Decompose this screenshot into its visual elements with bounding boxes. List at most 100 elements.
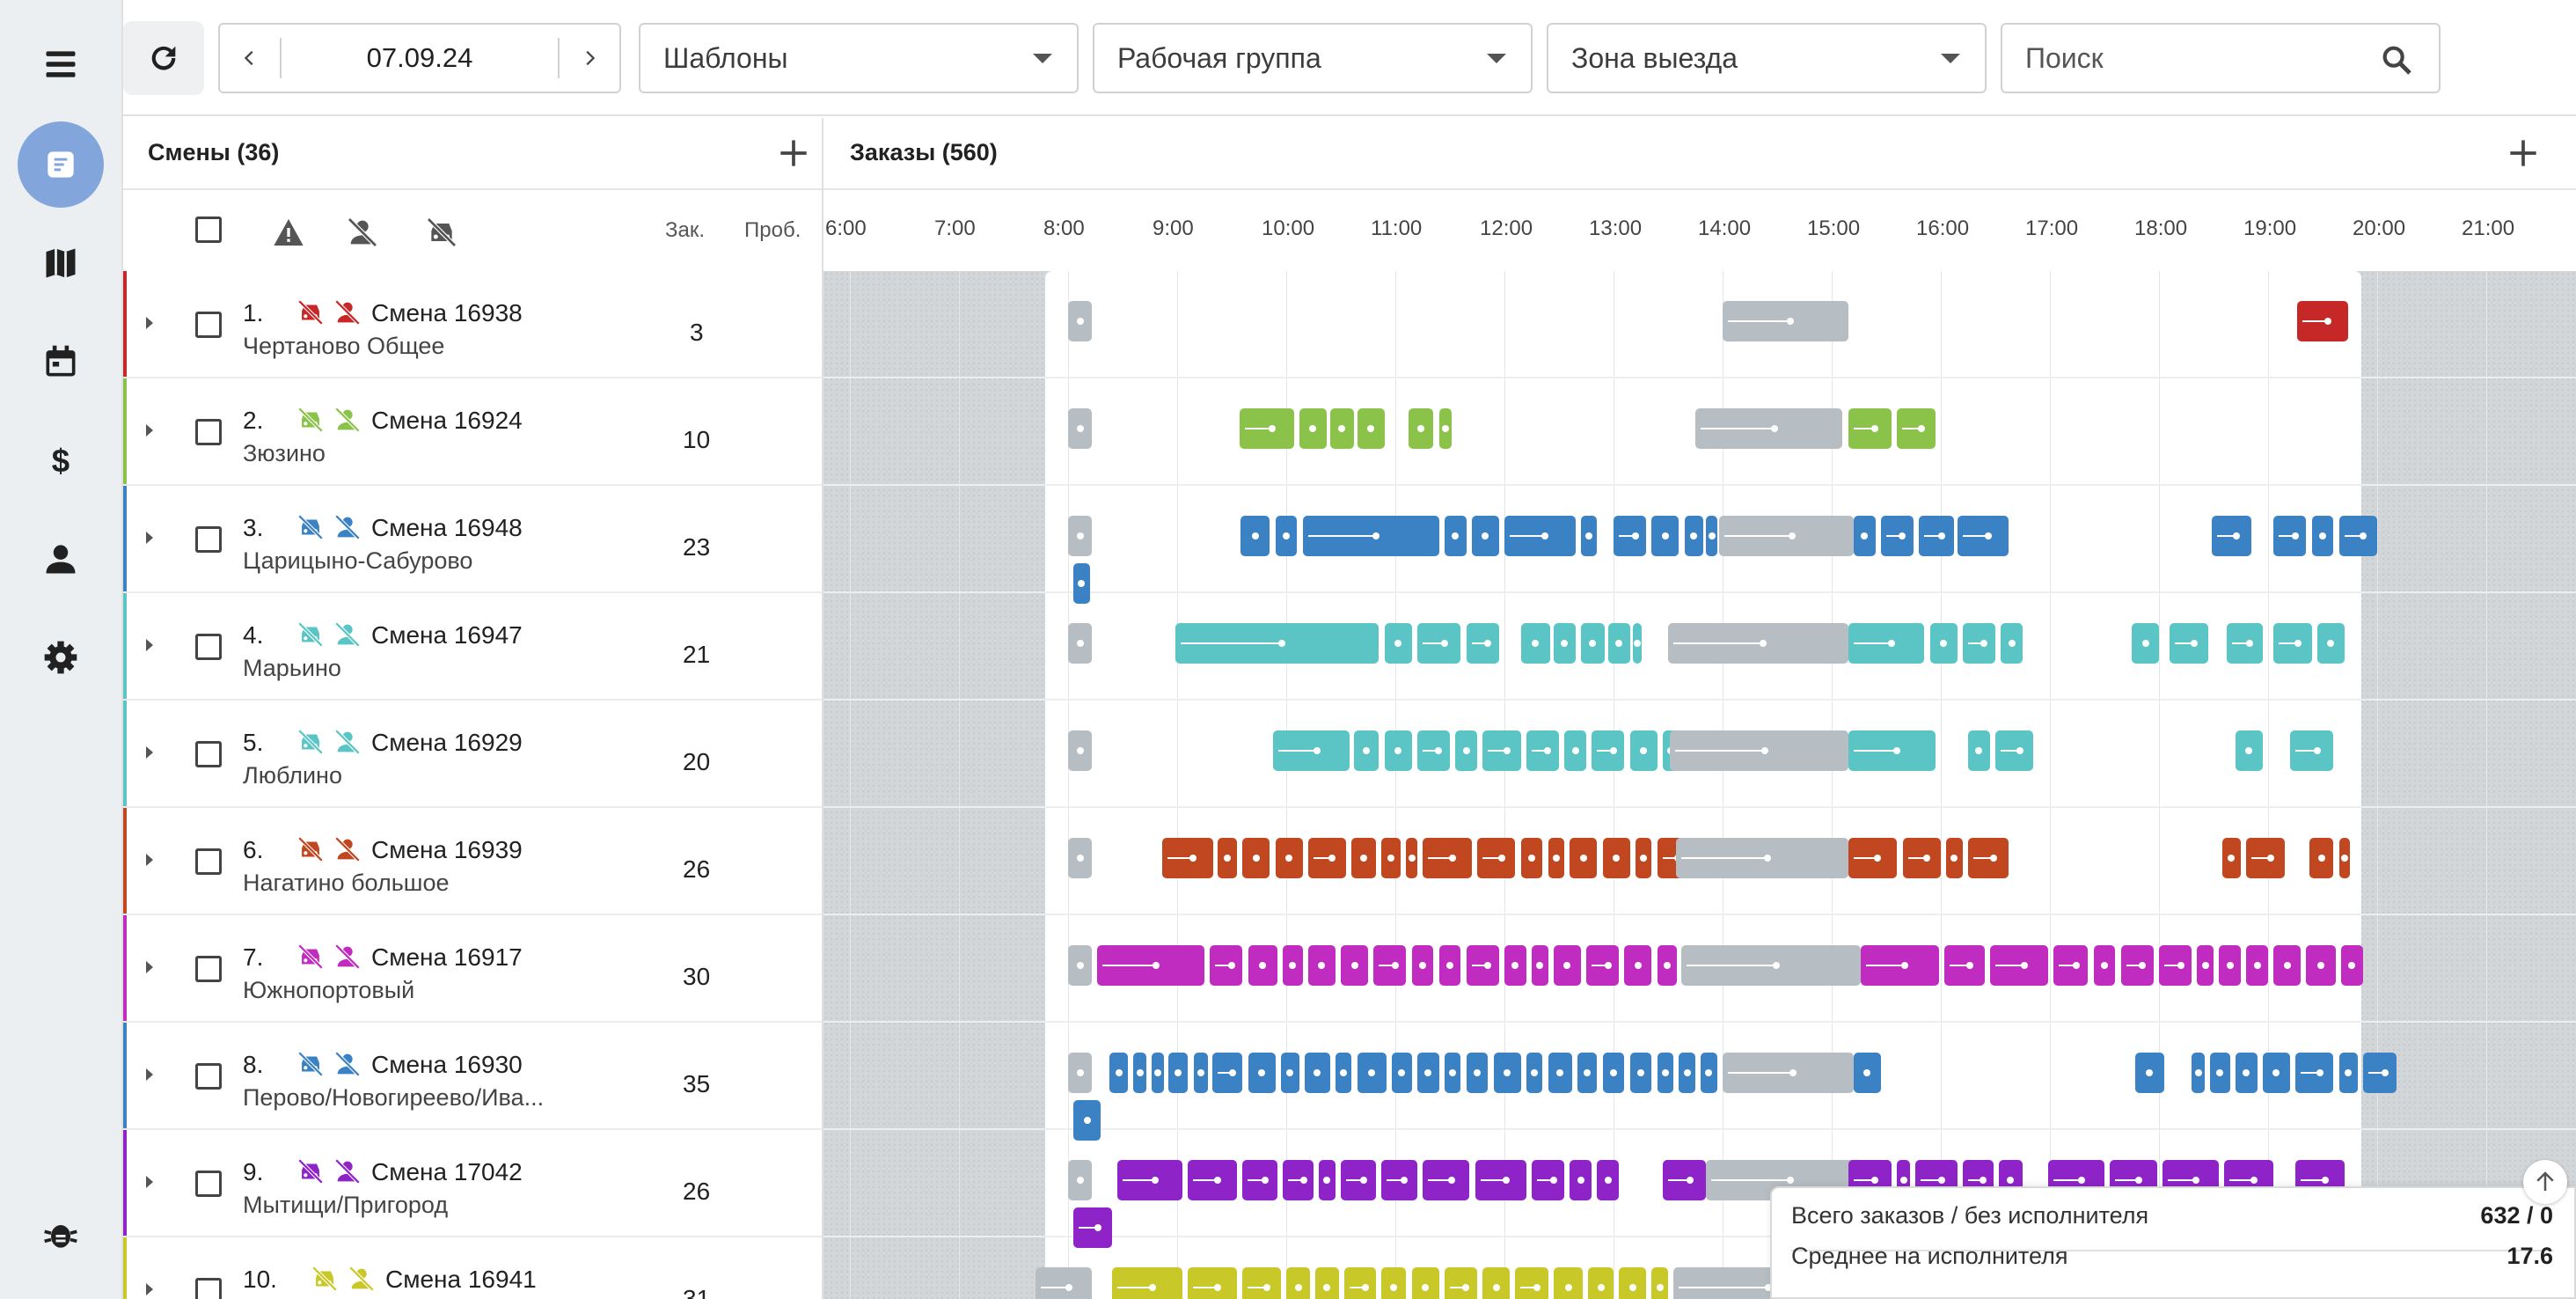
order-bar[interactable] — [1307, 945, 1336, 986]
shift-name[interactable]: Смена 16948 — [371, 514, 523, 541]
order-bar[interactable] — [1380, 1267, 1407, 1299]
order-bar[interactable] — [1392, 1053, 1412, 1093]
order-bar[interactable] — [1275, 516, 1298, 556]
order-bar[interactable] — [2297, 301, 2348, 341]
order-bar[interactable] — [2093, 945, 2116, 986]
order-bar[interactable] — [1848, 838, 1898, 878]
expand-icon[interactable] — [146, 317, 153, 329]
shift-checkbox[interactable] — [195, 1063, 222, 1090]
order-bar[interactable] — [1657, 1053, 1674, 1093]
break-bar[interactable] — [1719, 516, 1854, 556]
order-bar[interactable] — [2338, 516, 2377, 556]
break-bar[interactable] — [1068, 1053, 1093, 1093]
order-bar[interactable] — [1968, 730, 1990, 771]
order-bar[interactable] — [1848, 623, 1925, 664]
order-bar[interactable] — [1929, 623, 1958, 664]
order-bar[interactable] — [1629, 730, 1658, 771]
order-bar[interactable] — [1357, 408, 1385, 449]
break-bar[interactable] — [1680, 945, 1862, 986]
order-bar[interactable] — [1307, 838, 1347, 878]
order-bar[interactable] — [1475, 1160, 1526, 1200]
order-bar[interactable] — [1701, 1053, 1717, 1093]
order-bar[interactable] — [1161, 838, 1213, 878]
break-bar[interactable] — [1068, 838, 1093, 878]
order-bar[interactable] — [1302, 516, 1439, 556]
shift-checkbox[interactable] — [195, 956, 222, 982]
order-bar[interactable] — [1706, 516, 1717, 556]
order-bar[interactable] — [2001, 623, 2023, 664]
order-bar[interactable] — [1619, 1267, 1647, 1299]
order-bar[interactable] — [2219, 945, 2241, 986]
order-bar[interactable] — [1319, 1160, 1336, 1200]
order-bar[interactable] — [1210, 945, 1243, 986]
order-bar[interactable] — [1633, 623, 1643, 664]
order-bar[interactable] — [1588, 1267, 1614, 1299]
order-bar[interactable] — [2226, 623, 2263, 664]
order-bar[interactable] — [1406, 838, 1417, 878]
shift-checkbox[interactable] — [195, 1171, 222, 1197]
work-group-select[interactable]: Рабочая группа — [1093, 23, 1533, 93]
shift-checkbox[interactable] — [195, 848, 222, 875]
order-bar[interactable] — [1466, 945, 1499, 986]
order-bar[interactable] — [1357, 1053, 1387, 1093]
order-bar[interactable] — [2273, 516, 2307, 556]
order-bar[interactable] — [2235, 730, 2263, 771]
mileage-column-header[interactable]: Проб. — [744, 218, 801, 242]
shift-name[interactable]: Смена 16941 — [385, 1266, 537, 1293]
order-bar[interactable] — [1111, 1267, 1183, 1299]
order-bar[interactable] — [1217, 838, 1238, 878]
shift-name[interactable]: Смена 16917 — [371, 943, 523, 971]
no-car-icon[interactable] — [424, 215, 459, 250]
order-bar[interactable] — [1343, 1267, 1376, 1299]
order-bar[interactable] — [1438, 945, 1461, 986]
order-bar[interactable] — [1073, 1207, 1112, 1248]
shift-row[interactable]: 10.Смена 1694131119.0 — [123, 1237, 929, 1299]
order-bar[interactable] — [1384, 623, 1412, 664]
break-bar[interactable] — [1723, 301, 1848, 341]
order-bar[interactable] — [2159, 945, 2192, 986]
search-icon[interactable] — [2379, 42, 2414, 77]
expand-icon[interactable] — [146, 854, 153, 866]
order-bar[interactable] — [2246, 838, 2285, 878]
order-bar[interactable] — [1564, 730, 1586, 771]
order-bar[interactable] — [2120, 945, 2154, 986]
break-bar[interactable] — [1675, 838, 1848, 878]
order-bar[interactable] — [1848, 730, 1936, 771]
order-bar[interactable] — [1335, 1053, 1352, 1093]
order-bar[interactable] — [1411, 1267, 1439, 1299]
break-bar[interactable] — [1035, 1267, 1093, 1299]
order-bar[interactable] — [2341, 945, 2363, 986]
order-bar[interactable] — [1614, 516, 1647, 556]
shift-checkbox[interactable] — [195, 634, 222, 660]
order-bar[interactable] — [2210, 1053, 2230, 1093]
order-bar[interactable] — [1586, 945, 1620, 986]
shift-name[interactable]: Смена 16930 — [371, 1051, 523, 1078]
shift-checkbox[interactable] — [195, 526, 222, 553]
date-value[interactable]: 07.09.24 — [366, 42, 473, 73]
order-bar[interactable] — [1651, 1267, 1668, 1299]
order-bar[interactable] — [1548, 838, 1565, 878]
order-bar[interactable] — [1684, 516, 1703, 556]
nav-debug[interactable] — [18, 1192, 104, 1278]
order-bar[interactable] — [1570, 838, 1598, 878]
break-bar[interactable] — [1068, 516, 1093, 556]
refresh-button[interactable] — [123, 21, 204, 95]
order-bar[interactable] — [1280, 1053, 1299, 1093]
expand-icon[interactable] — [146, 961, 153, 973]
order-bar[interactable] — [2273, 945, 2302, 986]
order-bar[interactable] — [1188, 1160, 1238, 1200]
nav-finance[interactable]: $ — [18, 417, 104, 503]
order-bar[interactable] — [1444, 1053, 1461, 1093]
plus-icon[interactable] — [2504, 134, 2543, 172]
order-bar[interactable] — [1580, 623, 1606, 664]
order-bar[interactable] — [1408, 408, 1434, 449]
zone-select[interactable]: Зона выезда — [1547, 23, 1987, 93]
order-bar[interactable] — [1504, 945, 1526, 986]
order-bar[interactable] — [1275, 838, 1303, 878]
order-bar[interactable] — [2362, 1053, 2397, 1093]
order-bar[interactable] — [1493, 1053, 1521, 1093]
order-bar[interactable] — [1532, 945, 1548, 986]
break-bar[interactable] — [1668, 623, 1848, 664]
nav-calendar[interactable] — [18, 319, 104, 405]
order-bar[interactable] — [2170, 623, 2208, 664]
